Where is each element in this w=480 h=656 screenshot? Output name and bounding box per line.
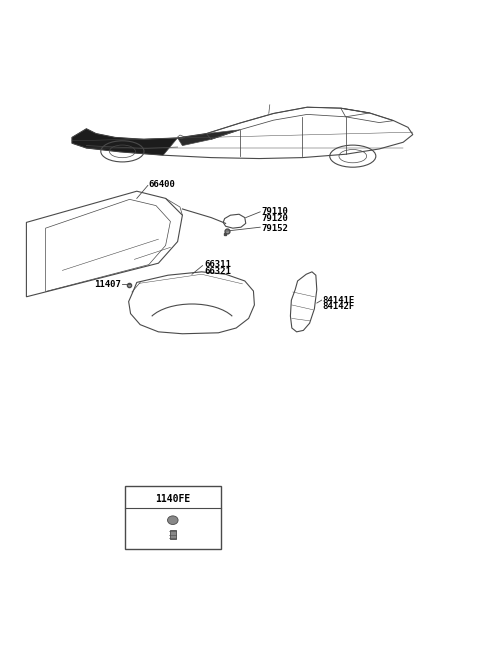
Polygon shape [72, 129, 178, 155]
Text: 79120: 79120 [262, 214, 288, 223]
Text: 84141F: 84141F [323, 296, 355, 304]
Bar [125, 486, 221, 549]
Text: 66321: 66321 [204, 267, 231, 276]
Text: 66311: 66311 [204, 260, 231, 269]
Text: 79152: 79152 [262, 224, 288, 233]
Text: 84142F: 84142F [323, 302, 355, 312]
Bar [170, 530, 176, 539]
Text: 1140FE: 1140FE [155, 494, 191, 504]
Text: 66400: 66400 [149, 180, 176, 190]
Polygon shape [178, 130, 240, 146]
Text: 11407: 11407 [94, 280, 121, 289]
Text: 79110: 79110 [262, 207, 288, 216]
Ellipse shape [168, 516, 178, 525]
